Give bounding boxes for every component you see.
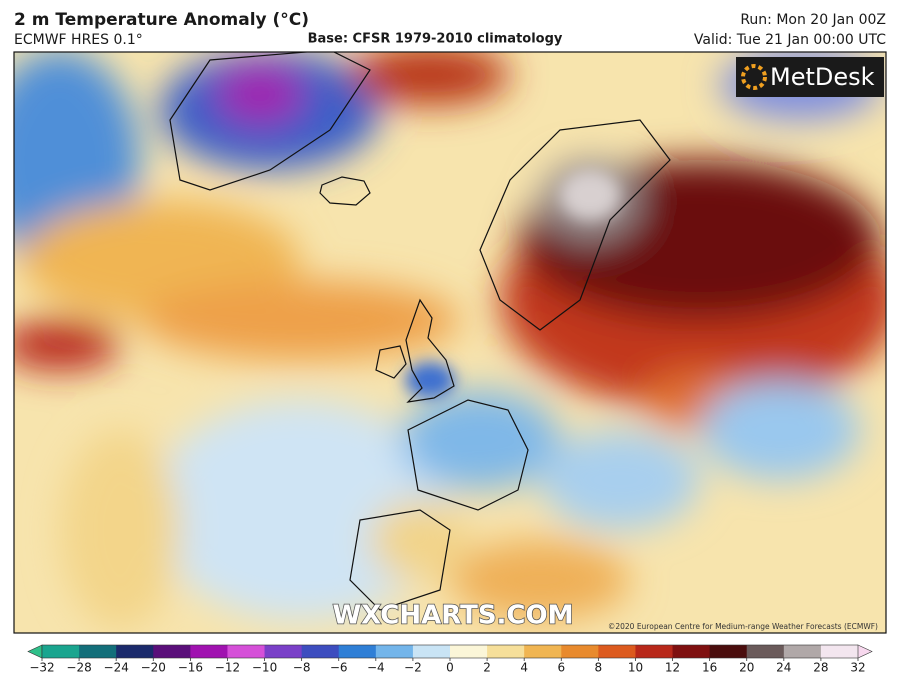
colorbar-segment bbox=[746, 645, 785, 658]
colorbar-tick-label: 24 bbox=[776, 661, 791, 675]
colorbar-tick-label: −20 bbox=[141, 661, 166, 675]
colorbar-segment bbox=[524, 645, 562, 658]
colorbar-segment bbox=[672, 645, 711, 658]
colorbar-segment bbox=[783, 645, 822, 658]
colorbar-segment bbox=[598, 645, 636, 658]
logo: MetDesk bbox=[770, 63, 875, 91]
colorbar-under bbox=[27, 644, 43, 659]
colorbar-tick-label: −10 bbox=[252, 661, 277, 675]
colorbar-tick-label: −16 bbox=[178, 661, 203, 675]
colorbar-segment bbox=[709, 645, 748, 658]
colorbar-tick-label: −12 bbox=[215, 661, 240, 675]
colorbar-segment bbox=[190, 645, 228, 658]
colorbar-tick-label: 28 bbox=[813, 661, 828, 675]
colorbar-tick-label: 10 bbox=[628, 661, 643, 675]
colorbar-tick-label: 2 bbox=[483, 661, 491, 675]
colorbar-tick-label: 8 bbox=[595, 661, 603, 675]
colorbar-segment bbox=[487, 645, 525, 658]
colorbar-tick-label: 6 bbox=[557, 661, 565, 675]
colorbar-tick-label: −24 bbox=[104, 661, 129, 675]
colorbar-tick-label: 16 bbox=[702, 661, 717, 675]
colorbar-over bbox=[857, 644, 873, 659]
colorbar-segment bbox=[635, 645, 674, 658]
colorbar-segment bbox=[820, 645, 859, 658]
colorbar-segment bbox=[42, 645, 80, 658]
colorbar-segment bbox=[412, 645, 451, 658]
colorbar: −32 −28 −24 −20 −16 −12 −10 −8 −6 −4 −2 0 2 4 6 8 10 12 16… bbox=[27, 644, 873, 675]
logo-icon bbox=[741, 64, 767, 90]
run: Run: Mon 20 Jan 00Z bbox=[740, 12, 886, 28]
colorbar-tick-label: −8 bbox=[293, 661, 311, 675]
colorbar-segment bbox=[227, 645, 266, 658]
base: Base: CFSR 1979-2010 climatology bbox=[308, 32, 563, 47]
colorbar-tick-label: 32 bbox=[850, 661, 865, 675]
colorbar-tick-label: −28 bbox=[66, 661, 91, 675]
colorbar-segment bbox=[450, 645, 488, 658]
map bbox=[14, 52, 886, 633]
colorbar-segment bbox=[116, 645, 154, 658]
valid: Valid: Tue 21 Jan 00:00 UTC bbox=[694, 32, 886, 48]
colorbar-tick-label: 4 bbox=[520, 661, 528, 675]
colorbar-tick-label: 20 bbox=[739, 661, 754, 675]
title: 2 m Temperature Anomaly (°C) bbox=[14, 10, 309, 30]
colorbar-segment bbox=[79, 645, 117, 658]
colorbar-segment bbox=[264, 645, 303, 658]
colorbar-segment bbox=[338, 645, 377, 658]
colorbar-segment bbox=[561, 645, 599, 658]
map-frame bbox=[13, 51, 887, 634]
watermark: WXCHARTS.COM bbox=[332, 601, 573, 631]
logo-box bbox=[736, 57, 884, 97]
colorbar-segment bbox=[375, 645, 414, 658]
colorbar-tick-label: 0 bbox=[446, 661, 454, 675]
colorbar-tick-label: 12 bbox=[665, 661, 680, 675]
colorbar-tick-label: −2 bbox=[404, 661, 422, 675]
colorbar-segment bbox=[301, 645, 340, 658]
colorbar-tick-label: −32 bbox=[29, 661, 54, 675]
copyright: ©2020 European Centre for Medium-range W… bbox=[608, 622, 878, 631]
model: ECMWF HRES 0.1° bbox=[14, 32, 143, 48]
colorbar-segment bbox=[153, 645, 191, 658]
colorbar-tick-label: −4 bbox=[367, 661, 385, 675]
colorbar-tick-label: −6 bbox=[330, 661, 348, 675]
